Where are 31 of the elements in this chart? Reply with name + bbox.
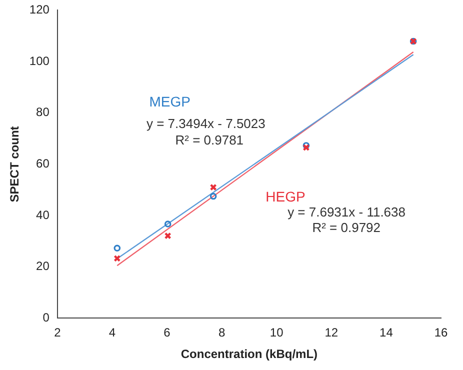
x-tick-label: 8: [218, 326, 226, 340]
annotation: R² = 0.9781: [175, 132, 244, 148]
text: MEGP: [149, 93, 190, 110]
x-axis-title: Concentration (kBq/mL): [180, 347, 318, 362]
y-tick-label: 0: [42, 310, 50, 325]
y-tick-label: 60: [36, 156, 50, 171]
annotation: y = 7.6931x - 11.638: [288, 204, 406, 220]
point: [302, 142, 310, 149]
y-tick-label: 20: [36, 259, 50, 274]
point: [114, 244, 121, 252]
text: HEGP: [266, 188, 306, 204]
point: [302, 144, 310, 152]
x-tick-label: 2: [54, 326, 62, 340]
x-tick-label: 12: [324, 326, 338, 340]
annotation: R² = 0.9792: [312, 220, 381, 235]
x-tick-label: 10: [270, 326, 284, 340]
y-axis-title: SPECT count: [8, 126, 22, 202]
x-tick-label: 6: [164, 326, 171, 340]
y-tick-label: 120: [29, 2, 50, 17]
y-tick-label: 40: [36, 208, 50, 222]
point: [210, 192, 217, 200]
y-tick-label: 100: [29, 54, 50, 68]
point: [164, 232, 172, 240]
annotation: y = 7.3494x - 7.5023: [146, 116, 266, 131]
point: [114, 254, 121, 262]
y-tick-label: 80: [36, 105, 50, 120]
x-tick-label: 16: [434, 326, 448, 340]
point: [210, 184, 217, 191]
point: [164, 220, 172, 228]
x-tick-label: 14: [380, 326, 394, 340]
x-tick-label: 4: [108, 326, 116, 340]
